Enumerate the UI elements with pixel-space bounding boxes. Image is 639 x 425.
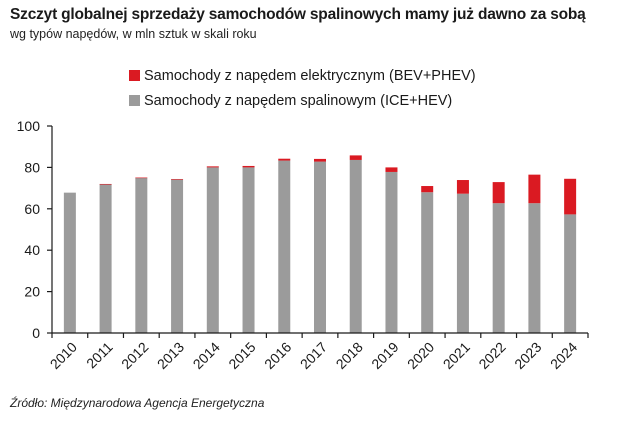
bar-ice-2024 xyxy=(564,214,577,333)
bar-ice-2021 xyxy=(456,193,469,333)
bar-ev-2023 xyxy=(528,174,541,204)
x-tick-label-2018: 2018 xyxy=(333,339,366,372)
bar-ev-2020 xyxy=(421,186,434,193)
legend-item-ice: Samochody z napędem spalinowym (ICE+HEV) xyxy=(129,88,476,113)
chart-subtitle: wg typów napędów, w mln sztuk w skali ro… xyxy=(10,27,257,41)
bar-ice-2014 xyxy=(206,167,219,333)
y-tick-label-0: 0 xyxy=(32,325,40,341)
x-tick-label-2021: 2021 xyxy=(440,339,473,372)
x-tick-label-2022: 2022 xyxy=(475,339,508,372)
source-note: Źródło: Międzynarodowa Agencja Energetyc… xyxy=(10,396,265,410)
x-tick-label-2017: 2017 xyxy=(297,339,330,372)
bar-ice-2015 xyxy=(242,167,255,333)
bar-ice-2012 xyxy=(135,177,148,333)
y-tick-label-80: 80 xyxy=(24,159,40,175)
x-tick-label-2024: 2024 xyxy=(547,339,580,372)
bar-ev-2013 xyxy=(171,178,184,180)
bar-ice-2023 xyxy=(528,203,541,333)
bar-ev-2024 xyxy=(564,178,577,215)
chart-title: Szczyt globalnej sprzedaży samochodów sp… xyxy=(10,6,586,23)
bar-ice-2017 xyxy=(314,161,326,333)
bar-ev-2022 xyxy=(492,182,505,204)
x-tick-label-2012: 2012 xyxy=(118,339,151,372)
bar-ev-2012 xyxy=(135,177,148,179)
legend-item-ev: Samochody z napędem elektrycznym (BEV+PH… xyxy=(129,63,476,88)
bar-ev-2017 xyxy=(314,158,326,162)
bar-ev-2011 xyxy=(99,183,112,185)
bar-ev-2015 xyxy=(242,165,255,168)
legend: Samochody z napędem elektrycznym (BEV+PH… xyxy=(129,63,476,113)
bar-ice-2020 xyxy=(421,192,434,333)
bar-ice-2018 xyxy=(349,159,362,333)
x-tick-label-2019: 2019 xyxy=(368,339,401,372)
y-tick-label-60: 60 xyxy=(24,201,40,217)
bar-ev-2014 xyxy=(206,166,219,168)
bar-ice-2016 xyxy=(278,160,291,333)
x-tick-label-2011: 2011 xyxy=(83,339,116,372)
y-tick-label-20: 20 xyxy=(24,284,40,300)
legend-swatch-ice xyxy=(129,95,140,106)
x-tick-label-2023: 2023 xyxy=(511,339,544,372)
y-tick-label-40: 40 xyxy=(24,242,40,258)
bar-ice-2010 xyxy=(63,192,76,333)
bar-ice-2019 xyxy=(385,171,398,333)
bar-ice-2013 xyxy=(171,179,184,333)
bar-ev-2018 xyxy=(349,155,362,160)
x-tick-label-2015: 2015 xyxy=(225,339,258,372)
y-tick-label-100: 100 xyxy=(17,118,41,134)
legend-label-ev: Samochody z napędem elektrycznym (BEV+PH… xyxy=(144,67,476,84)
legend-swatch-ev xyxy=(129,70,140,81)
x-tick-label-2014: 2014 xyxy=(190,339,223,372)
legend-label-ice: Samochody z napędem spalinowym (ICE+HEV) xyxy=(144,92,453,109)
bar-ev-2019 xyxy=(385,167,398,172)
x-tick-label-2020: 2020 xyxy=(404,339,437,372)
bar-ice-2011 xyxy=(99,184,112,333)
x-tick-label-2010: 2010 xyxy=(47,339,80,372)
bar-ev-2016 xyxy=(278,158,291,161)
bar-ice-2022 xyxy=(492,203,505,333)
x-tick-label-2016: 2016 xyxy=(261,339,294,372)
x-tick-label-2013: 2013 xyxy=(154,339,187,372)
bar-ev-2021 xyxy=(456,180,469,194)
